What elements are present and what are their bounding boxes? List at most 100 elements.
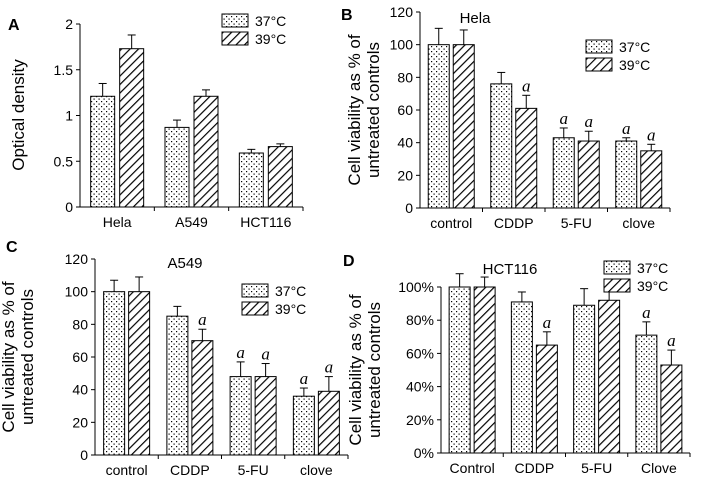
y-tick-label: 40%: [406, 379, 434, 395]
y-axis-label-line: Cell viability as % of: [345, 34, 364, 185]
bar: [119, 48, 145, 208]
significance-mark: a: [667, 331, 676, 350]
x-tick-label: A549: [175, 214, 208, 230]
y-tick-label: 40: [72, 382, 88, 398]
panel-letter: B: [341, 7, 353, 24]
legend-swatch: [221, 13, 249, 28]
chart-title: HCT116: [483, 261, 538, 278]
bar: [573, 304, 596, 454]
bar: [490, 83, 513, 209]
legend-label: 37°C: [275, 283, 306, 299]
y-axis-label-line: Cell viability as % of: [0, 281, 18, 432]
panel-letter: A: [8, 17, 20, 34]
bar: [452, 44, 475, 209]
y-tick-label: 20: [397, 167, 413, 183]
chart-panel-b: B Hela Cell viability as % ofuntreated con…: [341, 4, 671, 231]
bar: [510, 301, 533, 454]
legend-swatch: [603, 260, 631, 275]
x-tick-label: clove: [622, 215, 655, 231]
y-axis-label-line: Optical density: [9, 59, 28, 171]
significance-mark: a: [300, 369, 309, 388]
y-tick-label: 0%: [414, 445, 434, 461]
legend-swatch: [585, 57, 613, 72]
significance-mark: a: [522, 76, 531, 95]
y-tick-label: 120: [390, 4, 414, 20]
legend-label: 37°C: [619, 39, 650, 55]
x-tick-label: control: [106, 462, 148, 478]
bar: [427, 44, 450, 209]
legend-label: 39°C: [275, 301, 306, 317]
legend-swatch: [585, 39, 613, 54]
y-tick-label: 0.5: [54, 153, 74, 169]
y-axis-label: Cell viability as % ofuntreated controls: [346, 294, 384, 445]
y-tick-label: 2: [65, 16, 73, 32]
legend: 37°C 39°C: [221, 13, 286, 47]
bar: [535, 344, 558, 454]
bar: [164, 126, 190, 208]
y-tick-label: 60: [72, 349, 88, 365]
bar: [598, 299, 621, 454]
significance-mark: a: [647, 125, 656, 144]
x-tick-label: 5-FU: [581, 460, 612, 476]
bar: [577, 140, 600, 209]
bar: [473, 286, 496, 454]
bar: [635, 334, 658, 454]
y-axis-label: Optical density: [9, 59, 28, 171]
legend-label: 39°C: [619, 57, 650, 73]
y-axis-label-line: untreated controls: [364, 42, 383, 178]
legend-label: 37°C: [255, 13, 286, 29]
x-tick-label: clove: [300, 462, 333, 478]
x-tick-label: Control: [450, 460, 495, 476]
y-tick-label: 80%: [406, 312, 434, 328]
x-tick-label: 5-FU: [561, 215, 592, 231]
bar: [317, 390, 340, 456]
y-tick-label: 100: [390, 37, 414, 53]
chart-title: A549: [167, 255, 202, 272]
bar: [615, 140, 638, 209]
bar: [90, 95, 116, 208]
bar: [515, 107, 538, 209]
legend-label: 39°C: [637, 278, 668, 294]
legend-label: 37°C: [637, 260, 668, 276]
y-tick-label: 80: [397, 69, 413, 85]
y-tick-label: 60%: [406, 345, 434, 361]
legend-swatch: [221, 31, 249, 46]
significance-mark: a: [325, 358, 334, 377]
legend: 37°C 39°C: [585, 39, 650, 73]
y-tick-label: 1: [65, 108, 73, 124]
y-tick-label: 20: [72, 414, 88, 430]
x-tick-label: control: [430, 215, 472, 231]
bar: [191, 340, 214, 456]
bar: [229, 376, 252, 456]
significance-mark: a: [261, 345, 270, 364]
chart-panel-c: C A549 Cell viability as % ofuntreated con…: [0, 239, 349, 478]
significance-mark: a: [622, 119, 631, 138]
bar: [660, 364, 683, 454]
significance-mark: a: [585, 112, 594, 131]
significance-mark: a: [198, 310, 207, 329]
significance-mark: a: [560, 109, 569, 128]
y-tick-label: 100: [65, 284, 89, 300]
bar: [166, 315, 189, 456]
y-axis-label: Cell viability as % ofuntreated controls: [345, 34, 383, 185]
x-tick-label: 5-FU: [238, 462, 269, 478]
y-tick-label: 40: [397, 135, 413, 151]
legend: 37°C 39°C: [241, 283, 306, 317]
x-tick-label: HCT116: [240, 214, 291, 230]
y-tick-label: 1.5: [54, 62, 74, 78]
y-tick-label: 60: [397, 102, 413, 118]
legend-swatch: [603, 278, 631, 293]
y-axis-label-line: untreated controls: [365, 302, 384, 438]
bar: [128, 291, 151, 456]
y-tick-label: 0: [65, 199, 73, 215]
y-tick-label: 0: [405, 200, 413, 216]
bar: [238, 152, 264, 208]
y-axis-label: Cell viability as % ofuntreated controls: [0, 281, 37, 432]
y-tick-label: 100%: [398, 279, 434, 295]
bar: [292, 395, 315, 456]
y-tick-label: 20%: [406, 412, 434, 428]
chart-title: Hela: [460, 10, 492, 27]
x-tick-label: Hela: [103, 214, 132, 230]
significance-mark: a: [236, 343, 245, 362]
